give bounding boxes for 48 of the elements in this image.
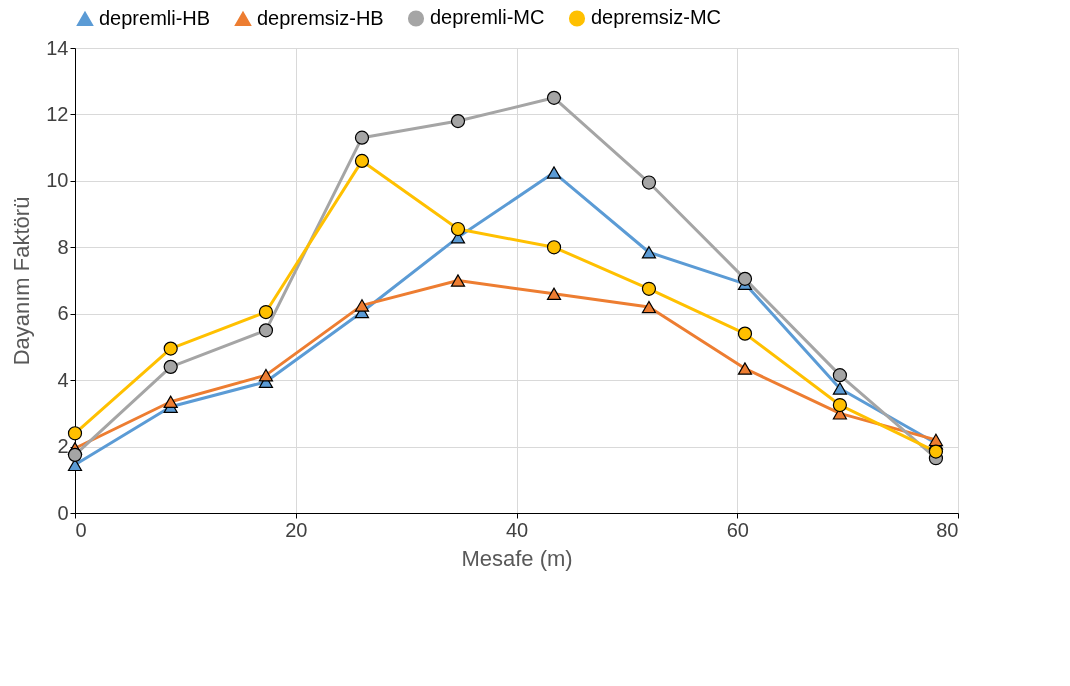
point	[641, 300, 657, 314]
point	[546, 287, 562, 301]
point	[641, 281, 657, 296]
x-axis-title: Mesafe (m)	[461, 545, 573, 571]
point	[67, 447, 83, 462]
point	[737, 362, 753, 375]
point	[737, 326, 753, 341]
point	[641, 246, 657, 259]
legend-label: depremsiz-MC	[591, 6, 722, 29]
x-tick-label: 80	[936, 518, 959, 541]
y-tick-label: 8	[57, 235, 69, 258]
point	[450, 221, 466, 237]
point	[832, 382, 848, 395]
point	[354, 153, 370, 169]
legend-label: depremli-HB	[99, 6, 211, 29]
y-tick-label: 4	[57, 368, 69, 391]
y-tick-label: 0	[57, 501, 69, 524]
point	[258, 368, 274, 382]
point	[163, 359, 178, 374]
x-tick-label: 60	[726, 518, 749, 541]
point	[258, 304, 274, 320]
point	[354, 130, 370, 145]
point	[67, 426, 83, 441]
point	[832, 397, 848, 413]
point	[546, 240, 562, 255]
point	[354, 299, 370, 312]
point	[546, 166, 562, 179]
point	[258, 323, 274, 338]
point	[737, 271, 753, 286]
y-tick-label: 10	[46, 169, 69, 192]
y-axis-title: Dayanım Faktörü	[9, 196, 35, 366]
point	[163, 395, 178, 408]
x-tick-label: 40	[505, 518, 529, 541]
y-tick-label: 12	[46, 102, 69, 125]
legend-label: depremli-MC	[430, 6, 545, 29]
point	[546, 90, 562, 105]
y-tick-label: 6	[57, 302, 69, 325]
point	[163, 341, 178, 356]
point	[450, 113, 466, 129]
point	[832, 368, 848, 383]
point	[928, 444, 944, 459]
x-tick-label: 20	[285, 518, 308, 541]
y-tick-label: 14	[46, 36, 69, 59]
point	[450, 274, 466, 287]
x-tick-label: 0	[75, 518, 87, 541]
legend-label: depremsiz-HB	[257, 6, 384, 29]
y-tick-label: 2	[57, 435, 69, 458]
point	[641, 175, 657, 190]
